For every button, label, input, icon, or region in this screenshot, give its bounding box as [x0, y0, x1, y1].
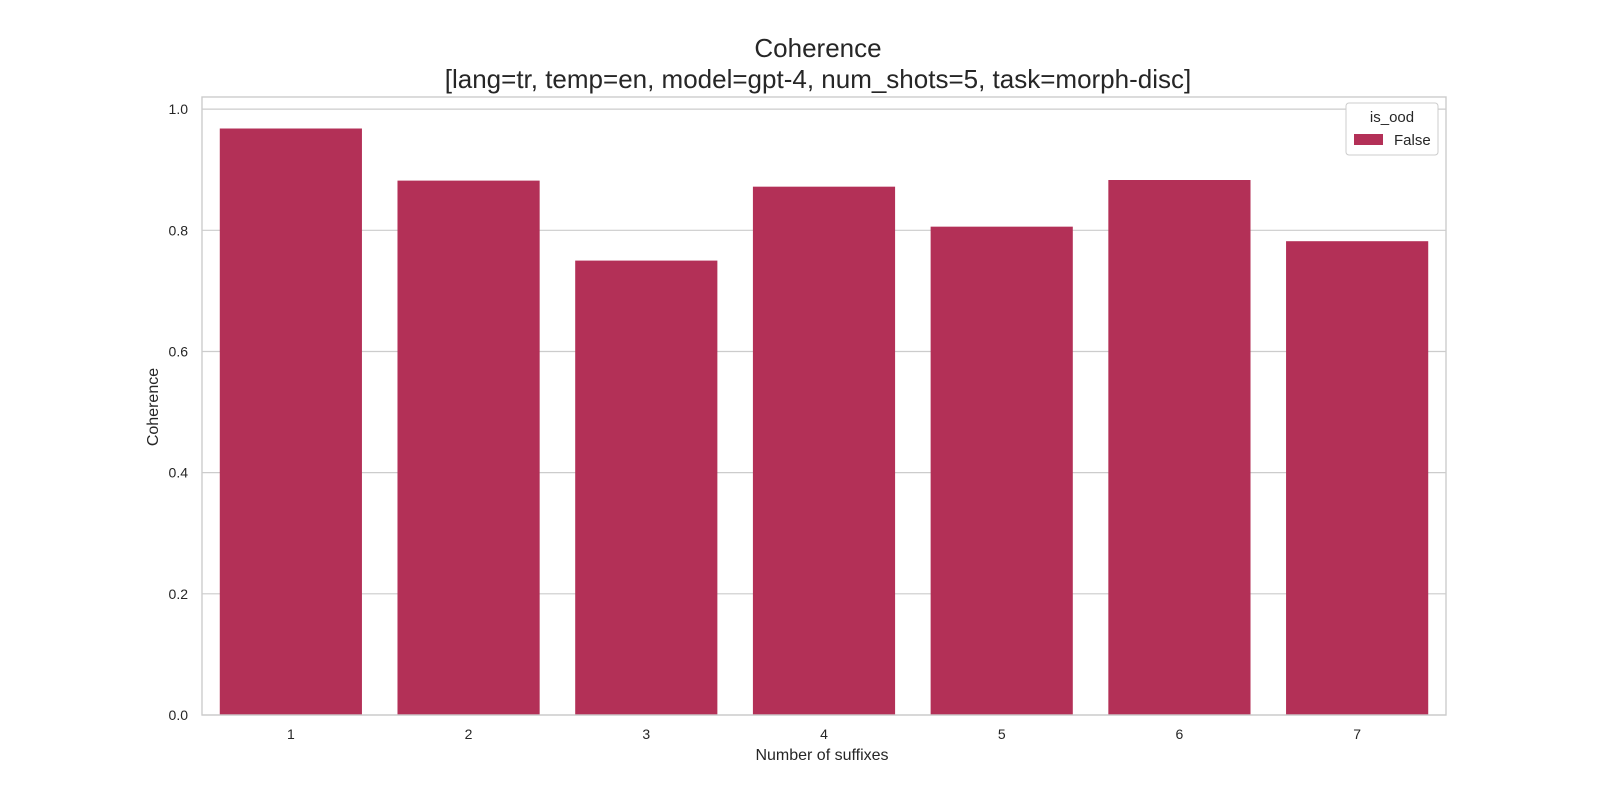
x-axis-label: Number of suffixes [755, 747, 888, 764]
y-tick-label: 0.8 [169, 222, 189, 238]
y-tick-label: 0.0 [169, 707, 189, 723]
x-tick-label: 1 [287, 726, 295, 742]
x-tick-label: 5 [998, 726, 1006, 742]
bar-1 [219, 128, 362, 716]
legend-label: False [1394, 132, 1431, 149]
x-tick-label: 4 [820, 726, 828, 742]
legend: is_ood False [1345, 102, 1439, 156]
legend-title: is_ood [1370, 109, 1414, 126]
plot-frame [201, 96, 1447, 716]
bar-5 [930, 226, 1073, 716]
legend-swatch [1354, 134, 1383, 145]
chart-title: Coherence [754, 33, 881, 63]
x-tick-label: 3 [642, 726, 650, 742]
x-tick-label: 2 [465, 726, 473, 742]
y-tick-label: 0.4 [169, 465, 189, 481]
x-tick-label: 7 [1353, 726, 1361, 742]
bar-4 [752, 186, 896, 715]
bar-7 [1286, 241, 1429, 715]
bar-3 [575, 260, 718, 715]
bar-6 [1108, 180, 1251, 716]
bar-2 [397, 180, 540, 716]
x-tick-labels: 1 2 3 4 5 6 7 [287, 726, 1361, 742]
y-tick-labels: 0.0 0.2 0.4 0.6 0.8 1.0 [169, 101, 189, 723]
y-tick-label: 0.2 [169, 586, 189, 602]
y-axis-label: Coherence [145, 368, 162, 446]
y-tick-label: 1.0 [169, 101, 189, 117]
bars [219, 128, 1429, 716]
x-tick-label: 6 [1176, 726, 1184, 742]
y-tick-label: 0.6 [169, 343, 189, 359]
chart-subtitle: [lang=tr, temp=en, model=gpt-4, num_shot… [445, 64, 1191, 94]
